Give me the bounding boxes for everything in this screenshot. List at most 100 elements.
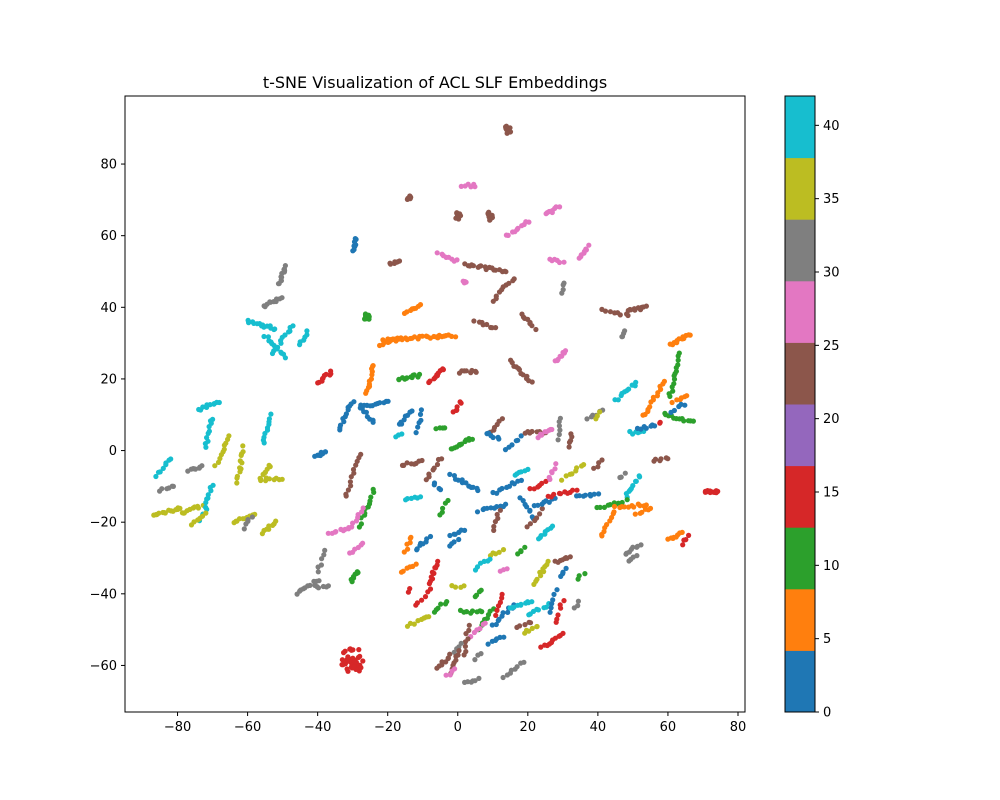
data-point [482, 620, 488, 626]
colorbar-tick-label: 15 [823, 486, 840, 501]
data-point [556, 259, 563, 266]
data-point [366, 312, 372, 318]
data-point [266, 462, 272, 468]
data-point [494, 504, 500, 510]
data-point [350, 466, 357, 473]
data-point [514, 664, 520, 670]
data-point [469, 436, 475, 442]
colorbar-tick-label: 30 [823, 266, 840, 281]
data-point [458, 183, 464, 189]
data-point [630, 544, 636, 550]
data-point [518, 477, 525, 483]
data-point [345, 487, 351, 493]
data-point [404, 460, 410, 466]
data-point [557, 491, 564, 497]
data-point [496, 549, 502, 555]
colorbar-segment [785, 527, 815, 590]
data-point [290, 323, 296, 329]
data-point [527, 508, 533, 514]
data-point [586, 242, 592, 248]
x-tick-label: −40 [304, 720, 331, 735]
data-point [282, 355, 288, 361]
data-point [237, 465, 243, 471]
data-point [503, 501, 509, 507]
data-point [684, 393, 690, 399]
data-point [206, 428, 212, 434]
data-point [419, 333, 425, 339]
data-point [493, 293, 499, 299]
data-point [539, 432, 545, 438]
data-point [516, 367, 523, 373]
data-point [413, 430, 419, 436]
data-point [415, 424, 421, 430]
data-point [599, 457, 605, 463]
data-point [307, 582, 313, 589]
colorbar-frame [784, 95, 816, 713]
data-point [626, 386, 632, 392]
data-point [478, 263, 484, 269]
data-point [368, 494, 374, 500]
data-point [455, 652, 461, 658]
data-point [457, 399, 463, 405]
data-point [414, 600, 420, 606]
colorbar-tick-label: 40 [823, 119, 840, 134]
data-point [527, 620, 534, 626]
data-point [576, 493, 583, 499]
data-point [484, 505, 490, 511]
data-point [474, 564, 481, 570]
data-point [279, 295, 285, 301]
data-point [643, 425, 649, 431]
data-point [428, 574, 434, 580]
data-point [680, 542, 686, 548]
data-point [647, 404, 653, 410]
data-point [477, 626, 483, 632]
data-point [666, 391, 672, 397]
data-point [398, 336, 404, 342]
data-point [170, 483, 176, 489]
data-point [348, 483, 354, 489]
x-axis: −80 −60 −40 −20 0 20 40 60 80 [164, 712, 746, 735]
data-point [671, 381, 677, 387]
data-point [575, 598, 582, 604]
data-point [622, 470, 628, 476]
y-tick-label: 20 [100, 372, 117, 387]
data-point [638, 542, 644, 548]
data-point [472, 678, 478, 684]
data-point [486, 209, 492, 215]
data-point [241, 526, 247, 532]
data-point [470, 484, 476, 490]
data-point [321, 552, 327, 558]
x-tick-label: 80 [730, 720, 747, 735]
data-point [212, 463, 218, 469]
data-point [465, 636, 471, 642]
data-point [265, 334, 271, 340]
data-point [387, 261, 394, 267]
data-point [156, 510, 162, 516]
data-point [472, 657, 478, 663]
data-point [503, 124, 509, 130]
colorbar-segment [785, 465, 815, 528]
data-point [261, 333, 267, 340]
data-point [346, 525, 352, 531]
data-point [633, 379, 639, 385]
data-point [454, 404, 460, 410]
data-point [195, 505, 201, 511]
data-point [429, 569, 435, 575]
data-point [637, 503, 643, 509]
data-point [518, 548, 524, 554]
data-point [325, 583, 331, 589]
data-point [559, 477, 565, 483]
data-point [318, 562, 324, 568]
colorbar-tick-label: 0 [823, 706, 831, 721]
data-point [344, 656, 351, 662]
data-point [431, 465, 437, 471]
data-point [534, 515, 540, 521]
data-point [210, 482, 216, 488]
data-point [650, 394, 657, 400]
data-point [435, 558, 441, 564]
data-point [461, 583, 467, 589]
data-point [427, 378, 433, 384]
data-point [634, 553, 640, 559]
data-point [234, 480, 240, 486]
